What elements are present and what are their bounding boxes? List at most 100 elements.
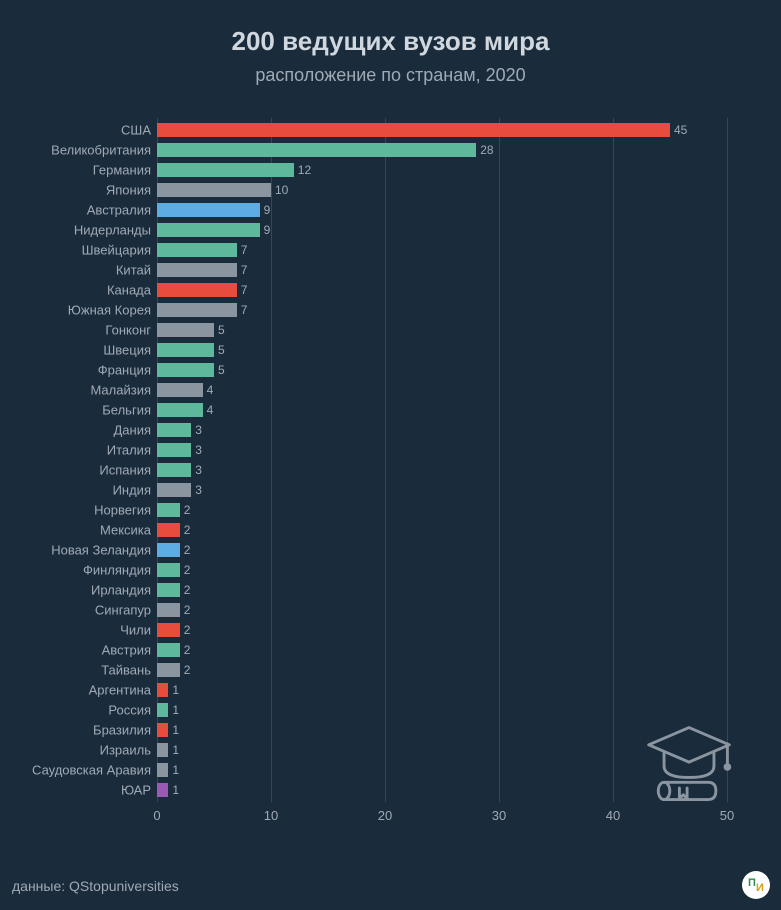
- svg-text:П: П: [748, 877, 756, 889]
- value-label: 2: [184, 543, 191, 557]
- value-label: 9: [264, 203, 271, 217]
- bar-row: Новая Зеландия2: [157, 540, 727, 560]
- value-label: 7: [241, 283, 248, 297]
- bar: [157, 383, 203, 397]
- category-label: Малайзия: [90, 383, 151, 398]
- value-label: 2: [184, 663, 191, 677]
- bar: [157, 123, 670, 137]
- value-label: 5: [218, 343, 225, 357]
- category-label: Сингапур: [95, 603, 151, 618]
- value-label: 5: [218, 363, 225, 377]
- category-label: ЮАР: [121, 783, 151, 798]
- bar-row: Великобритания28: [157, 140, 727, 160]
- bar-row: Южная Корея7: [157, 300, 727, 320]
- bar-row: Нидерланды9: [157, 220, 727, 240]
- value-label: 2: [184, 503, 191, 517]
- bar-row: Мексика2: [157, 520, 727, 540]
- bar-row: Австралия9: [157, 200, 727, 220]
- value-label: 2: [184, 623, 191, 637]
- bar: [157, 523, 180, 537]
- value-label: 1: [172, 783, 179, 797]
- value-label: 2: [184, 603, 191, 617]
- category-label: Саудовская Аравия: [32, 763, 151, 778]
- bar: [157, 683, 168, 697]
- bar-row: Австрия2: [157, 640, 727, 660]
- category-label: Канада: [107, 283, 151, 298]
- bar-row: Тайвань2: [157, 660, 727, 680]
- bar: [157, 603, 180, 617]
- bar-row: Дания3: [157, 420, 727, 440]
- category-label: Германия: [93, 163, 151, 178]
- bar-row: Сингапур2: [157, 600, 727, 620]
- bar-row: США45: [157, 120, 727, 140]
- bar: [157, 483, 191, 497]
- bar-row: Финляндия2: [157, 560, 727, 580]
- value-label: 10: [275, 183, 288, 197]
- bar: [157, 563, 180, 577]
- category-label: Бельгия: [102, 403, 151, 418]
- category-label: Гонконг: [105, 323, 151, 338]
- value-label: 45: [674, 123, 687, 137]
- bar-row: Чили2: [157, 620, 727, 640]
- source-logo-icon: П И: [741, 870, 771, 900]
- value-label: 28: [480, 143, 493, 157]
- category-label: Великобритания: [51, 143, 151, 158]
- category-label: Швеция: [103, 343, 151, 358]
- category-label: Финляндия: [83, 563, 151, 578]
- chart-subtitle: расположение по странам, 2020: [25, 65, 756, 86]
- value-label: 5: [218, 323, 225, 337]
- svg-text:И: И: [756, 882, 764, 894]
- bar-row: Италия3: [157, 440, 727, 460]
- bar: [157, 443, 191, 457]
- bar-row: Испания3: [157, 460, 727, 480]
- bar: [157, 243, 237, 257]
- category-label: Италия: [107, 443, 151, 458]
- bar-row: Канада7: [157, 280, 727, 300]
- category-label: Швейцария: [82, 243, 151, 258]
- bar-row: Швейцария7: [157, 240, 727, 260]
- x-tick-label: 20: [378, 808, 392, 823]
- bar-row: Аргентина1: [157, 680, 727, 700]
- bar-row: Бельгия4: [157, 400, 727, 420]
- bar: [157, 183, 271, 197]
- bar-row: Гонконг5: [157, 320, 727, 340]
- value-label: 4: [207, 383, 214, 397]
- bar: [157, 263, 237, 277]
- value-label: 7: [241, 243, 248, 257]
- bar: [157, 363, 214, 377]
- gridline: [727, 118, 728, 802]
- bar: [157, 623, 180, 637]
- bar-row: Япония10: [157, 180, 727, 200]
- category-label: Дания: [113, 423, 151, 438]
- bar: [157, 783, 168, 797]
- category-label: Израиль: [100, 743, 151, 758]
- category-label: Ирландия: [91, 583, 151, 598]
- bar: [157, 423, 191, 437]
- value-label: 1: [172, 743, 179, 757]
- category-label: Россия: [108, 703, 151, 718]
- category-label: Мексика: [100, 523, 151, 538]
- bar: [157, 323, 214, 337]
- x-tick-label: 0: [153, 808, 160, 823]
- bar-row: Китай7: [157, 260, 727, 280]
- bar-row: Швеция5: [157, 340, 727, 360]
- bar: [157, 743, 168, 757]
- value-label: 1: [172, 683, 179, 697]
- bar: [157, 303, 237, 317]
- value-label: 3: [195, 423, 202, 437]
- bar: [157, 643, 180, 657]
- bar: [157, 223, 260, 237]
- bar: [157, 703, 168, 717]
- category-label: Чили: [120, 623, 151, 638]
- category-label: Китай: [116, 263, 151, 278]
- category-label: Индия: [113, 483, 151, 498]
- graduation-cap-icon: [641, 720, 737, 810]
- bar-row: Норвегия2: [157, 500, 727, 520]
- category-label: Аргентина: [89, 683, 151, 698]
- bar-row: Франция5: [157, 360, 727, 380]
- bar-row: Германия12: [157, 160, 727, 180]
- value-label: 2: [184, 523, 191, 537]
- value-label: 1: [172, 703, 179, 717]
- category-label: Южная Корея: [68, 303, 151, 318]
- value-label: 3: [195, 443, 202, 457]
